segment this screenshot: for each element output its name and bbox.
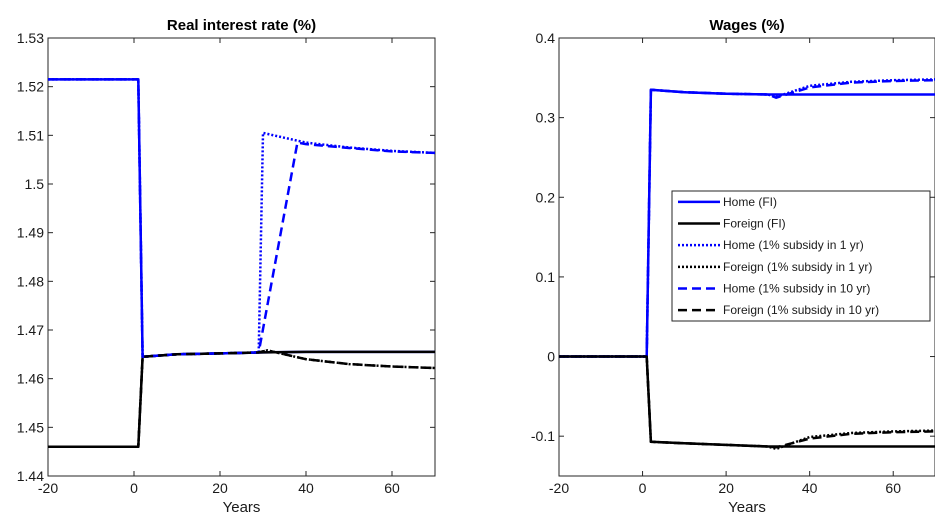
x-tick-label: 20 — [718, 480, 734, 496]
x-tick-label: 20 — [212, 480, 228, 496]
axis-ticks: -20 0 20 40 60 1.44 1.45 1.46 1.47 1.48 1.49 1.5 1.5… — [17, 30, 435, 496]
series-line-3 — [559, 355, 935, 451]
chart-title: Real interest rate (%) — [167, 17, 316, 34]
x-tick-label: 40 — [298, 480, 314, 496]
series-line-4 — [48, 78, 435, 359]
x-tick-label: -20 — [549, 480, 569, 496]
legend: Home (FI) Foreign (FI) Home (1% subsidy in… — [671, 190, 931, 322]
series-lines — [559, 78, 935, 451]
series-line-0 — [48, 78, 435, 359]
y-tick-label: 1.51 — [17, 127, 44, 143]
y-tick-label: 0.4 — [536, 30, 556, 46]
chart-real-interest-rate: Real interest rate (%) Years -20 0 20 40 60 1… — [17, 17, 436, 516]
y-tick-label: 1.47 — [17, 322, 44, 338]
x-axis-label: Years — [728, 499, 766, 516]
chart-title: Wages (%) — [709, 17, 784, 34]
y-tick-label: 0.1 — [536, 269, 556, 285]
series-line-1 — [559, 355, 935, 448]
legend-box — [671, 190, 931, 322]
y-tick-label: 1.52 — [17, 79, 44, 95]
y-tick-label: 1.46 — [17, 371, 44, 387]
series-line-2 — [559, 78, 935, 358]
legend-label: Home (1% subsidy in 10 yr) — [723, 282, 870, 296]
legend-label: Foreign (1% subsidy in 10 yr) — [723, 303, 879, 317]
y-tick-label: -0.1 — [531, 428, 555, 444]
y-tick-label: 1.48 — [17, 273, 44, 289]
legend-label: Home (FI) — [723, 195, 777, 209]
series-line-3 — [48, 349, 435, 449]
x-tick-label: 60 — [384, 480, 400, 496]
x-tick-label: 60 — [885, 480, 901, 496]
y-tick-label: 0.2 — [536, 189, 556, 205]
series-line-5 — [559, 355, 935, 449]
x-tick-label: -20 — [38, 480, 58, 496]
chart-wages: Wages (%) Years -20 0 20 40 60 -0.1 0 0.1 0.2 0.3… — [531, 17, 935, 516]
y-tick-label: 1.44 — [17, 468, 44, 484]
y-tick-label: 0 — [547, 349, 555, 365]
legend-label: Foreign (1% subsidy in 1 yr) — [723, 260, 872, 274]
axes-box — [47, 37, 436, 477]
y-tick-label: 1.45 — [17, 419, 44, 435]
legend-label: Home (1% subsidy in 1 yr) — [723, 238, 864, 252]
legend-label: Foreign (FI) — [723, 217, 786, 231]
y-tick-label: 0.3 — [536, 110, 556, 126]
x-tick-label: 0 — [130, 480, 138, 496]
y-tick-label: 1.49 — [17, 225, 44, 241]
x-axis-label: Years — [223, 499, 261, 516]
axis-ticks: -20 0 20 40 60 -0.1 0 0.1 0.2 0.3 0.4 — [531, 30, 935, 496]
series-line-2 — [48, 78, 435, 359]
x-tick-label: 40 — [802, 480, 818, 496]
x-tick-label: 0 — [639, 480, 647, 496]
y-tick-label: 1.5 — [25, 176, 45, 192]
y-tick-label: 1.53 — [17, 30, 44, 46]
axes-box — [558, 37, 935, 477]
series-lines — [48, 78, 435, 449]
series-line-5 — [48, 349, 435, 449]
